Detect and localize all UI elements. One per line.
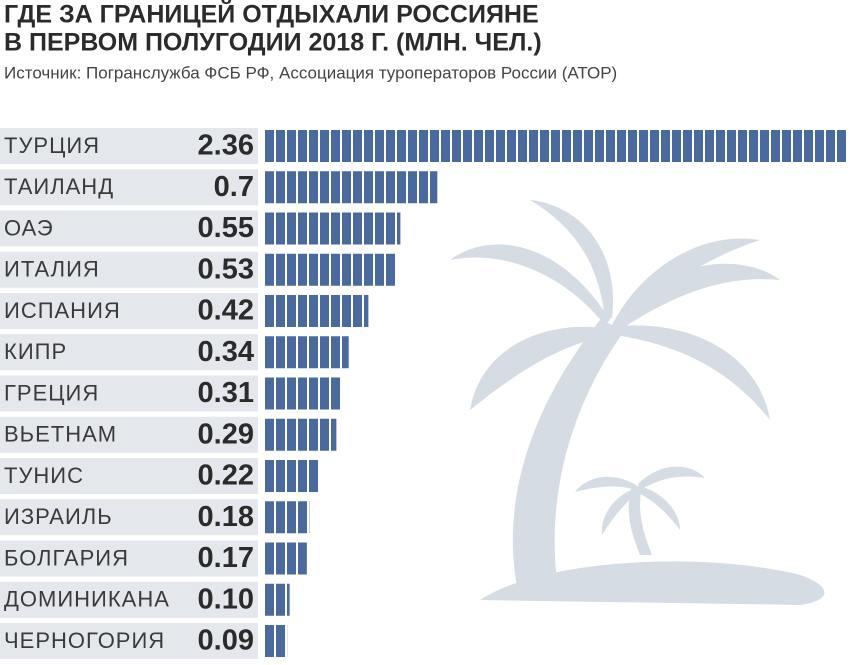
- bar: [265, 542, 307, 575]
- category-label: БОЛГАРИЯ: [4, 545, 129, 570]
- row-background: [0, 623, 258, 659]
- row-background: [0, 375, 258, 412]
- bar: [265, 253, 396, 286]
- row-background: [0, 251, 258, 288]
- row-background: [0, 499, 258, 536]
- row-background: [0, 293, 258, 329]
- value-label: 0.42: [198, 295, 254, 327]
- bar: [265, 377, 342, 410]
- category-label: ИСПАНИЯ: [4, 298, 121, 323]
- category-label: ТУРЦИЯ: [4, 133, 100, 158]
- value-label: 0.17: [198, 542, 254, 574]
- palm-illustration: [450, 200, 825, 605]
- bar: [265, 336, 349, 369]
- category-label: ВЬЕТНАМ: [4, 422, 117, 447]
- value-label: 0.22: [198, 460, 254, 492]
- row-background: [0, 334, 258, 371]
- chart-title: В ПЕРВОМ ПОЛУГОДИИ 2018 Г. (МЛН. ЧЕЛ.): [4, 29, 542, 57]
- value-label: 0.18: [198, 501, 254, 533]
- row-background: [0, 169, 258, 206]
- value-label: 0.7: [214, 171, 254, 203]
- value-label: 0.55: [198, 212, 254, 244]
- row-background: [0, 581, 258, 618]
- value-label: 0.29: [198, 418, 254, 450]
- category-label: ЧЕРНОГОРИЯ: [4, 628, 165, 653]
- value-label: 0.10: [198, 583, 254, 615]
- value-label: 0.09: [198, 625, 254, 657]
- category-label: ТАИЛАНД: [4, 174, 114, 199]
- bar: [265, 501, 310, 534]
- value-label: 2.36: [198, 130, 254, 162]
- category-label: ОАЭ: [4, 215, 54, 240]
- value-label: 0.31: [198, 377, 254, 409]
- value-label: 0.34: [198, 336, 254, 368]
- bar: [265, 583, 290, 616]
- bar: [265, 171, 438, 204]
- category-label: ДОМИНИКАНА: [4, 587, 170, 612]
- category-label: ИТАЛИЯ: [4, 257, 100, 282]
- bar: [265, 418, 337, 451]
- chart-subtitle: Источник: Погранслужба ФСБ РФ, Ассоциаци…: [4, 63, 617, 82]
- row-background: [0, 416, 258, 453]
- category-label: ИЗРАИЛЬ: [4, 504, 113, 529]
- bar: [265, 460, 320, 492]
- category-label: ТУНИС: [4, 463, 84, 488]
- row-background: [0, 128, 258, 164]
- bar: [265, 212, 401, 245]
- row-background: [0, 458, 258, 494]
- category-label: КИПР: [4, 339, 67, 364]
- category-label: ГРЕЦИЯ: [4, 380, 99, 405]
- value-label: 0.53: [198, 253, 254, 285]
- bar: [265, 295, 369, 327]
- bar: [265, 130, 846, 162]
- bar: [265, 625, 288, 657]
- chart-title: ГДЕ ЗА ГРАНИЦЕЙ ОТДЫХАЛИ РОССИЯНЕ: [4, 0, 539, 29]
- row-background: [0, 540, 258, 577]
- row-background: [0, 210, 258, 247]
